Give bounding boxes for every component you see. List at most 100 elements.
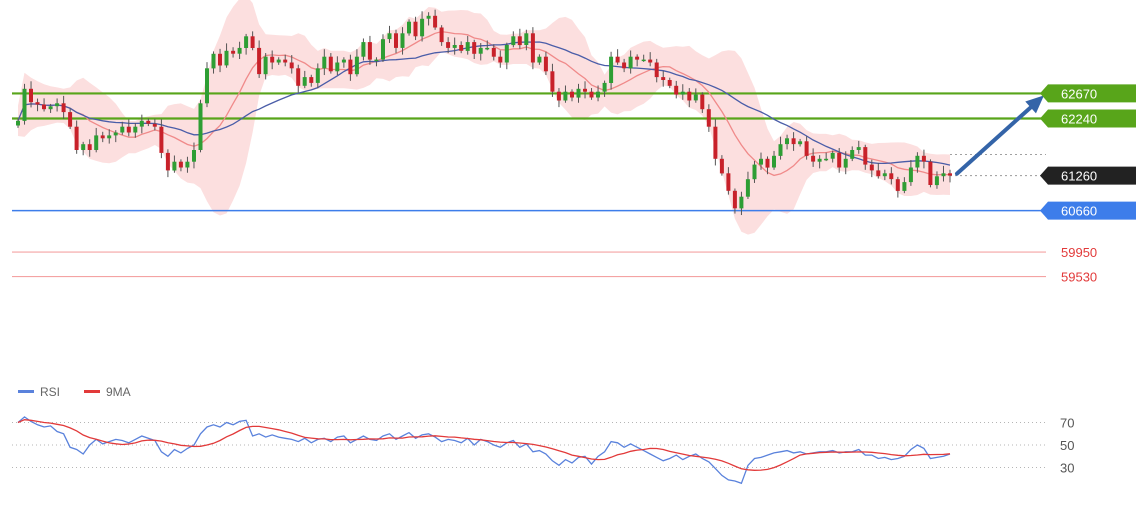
candle — [622, 58, 627, 73]
candle-body — [609, 56, 614, 83]
candle — [511, 31, 516, 48]
candle — [583, 81, 587, 99]
rsi-legend-label: RSI — [40, 385, 60, 399]
candle — [263, 53, 268, 80]
candle-body — [211, 53, 216, 69]
candle — [589, 88, 594, 100]
candle — [921, 149, 926, 169]
candle — [276, 57, 281, 65]
target-label-59530: 59530 — [1061, 270, 1097, 285]
candle — [628, 50, 633, 74]
candle-body — [172, 161, 177, 171]
candle — [739, 191, 744, 216]
candle — [16, 118, 20, 128]
candle-body — [830, 152, 835, 159]
candle — [732, 188, 737, 214]
candle — [296, 64, 301, 93]
candle — [439, 25, 444, 46]
candle — [87, 139, 92, 157]
candle — [35, 98, 40, 112]
candle-body — [635, 56, 640, 60]
candle — [335, 56, 340, 76]
candle-body — [35, 102, 40, 105]
candle — [29, 81, 33, 108]
candle-body — [719, 158, 724, 174]
candle-body — [941, 173, 946, 177]
forecast-arrow-shaft — [955, 105, 1033, 176]
candle — [530, 27, 535, 70]
candle — [498, 50, 503, 68]
candle — [152, 118, 157, 131]
candle-body — [413, 21, 418, 37]
price-tag-62670: 62670 — [1040, 84, 1136, 103]
candle — [113, 130, 118, 143]
forecast-arrow-head — [1025, 95, 1044, 114]
candle-body — [29, 88, 33, 103]
candle — [765, 156, 770, 175]
candle-body — [889, 173, 894, 180]
candle — [374, 57, 379, 67]
candle-body — [81, 144, 86, 150]
candle-body — [921, 155, 926, 162]
candle — [550, 63, 555, 97]
candle — [433, 9, 438, 30]
candle — [863, 144, 868, 170]
candle — [674, 80, 679, 99]
candle — [354, 49, 359, 77]
candle — [804, 136, 809, 160]
candle-body — [48, 106, 53, 110]
candle — [237, 41, 242, 59]
candle — [485, 40, 490, 51]
candle-body — [289, 62, 294, 69]
candle — [576, 83, 581, 103]
candle-body — [713, 126, 718, 159]
candle — [745, 171, 750, 199]
arrow-layer — [955, 95, 1044, 176]
candle-body — [498, 56, 503, 63]
candle — [94, 127, 99, 153]
bollinger-bands-layer — [18, 0, 950, 235]
candle — [81, 141, 86, 156]
price-tag-background — [1040, 109, 1136, 128]
candle — [205, 62, 209, 108]
candle-body — [556, 91, 561, 101]
candle — [244, 33, 249, 55]
candle — [224, 43, 229, 68]
candle-body — [530, 33, 535, 63]
candle — [596, 85, 600, 102]
candle-body — [22, 88, 27, 121]
candle — [504, 42, 509, 70]
candle — [941, 165, 946, 182]
candle — [934, 171, 939, 189]
candle — [706, 104, 711, 132]
candle — [218, 48, 222, 73]
candle — [856, 140, 861, 154]
candle — [74, 120, 79, 154]
candle-body — [778, 144, 783, 156]
candle-body — [107, 135, 112, 139]
candle-body — [433, 15, 438, 28]
candle — [367, 35, 372, 65]
candle — [778, 136, 783, 160]
candle-body — [576, 88, 581, 98]
candle-body — [61, 103, 66, 113]
candle — [648, 52, 653, 67]
candle — [172, 155, 177, 173]
candle-body — [661, 77, 666, 80]
candle-body — [563, 91, 568, 101]
candle-body — [706, 109, 711, 127]
candle-body — [165, 152, 170, 171]
candle-body — [276, 59, 281, 63]
price-tag-62240: 62240 — [1040, 109, 1136, 128]
candle — [478, 43, 483, 61]
rsi-panel: RSI 9MA 70 50 30 — [12, 385, 1074, 485]
candle — [713, 119, 718, 166]
candle-body — [667, 80, 672, 86]
candle-body — [244, 36, 249, 48]
candle — [602, 80, 607, 97]
level-lines-layer — [12, 92, 1046, 278]
candle-body — [856, 147, 861, 150]
candle-body — [250, 36, 255, 48]
candle-body — [87, 144, 92, 150]
rsi-tick-label: 30 — [1060, 461, 1074, 476]
